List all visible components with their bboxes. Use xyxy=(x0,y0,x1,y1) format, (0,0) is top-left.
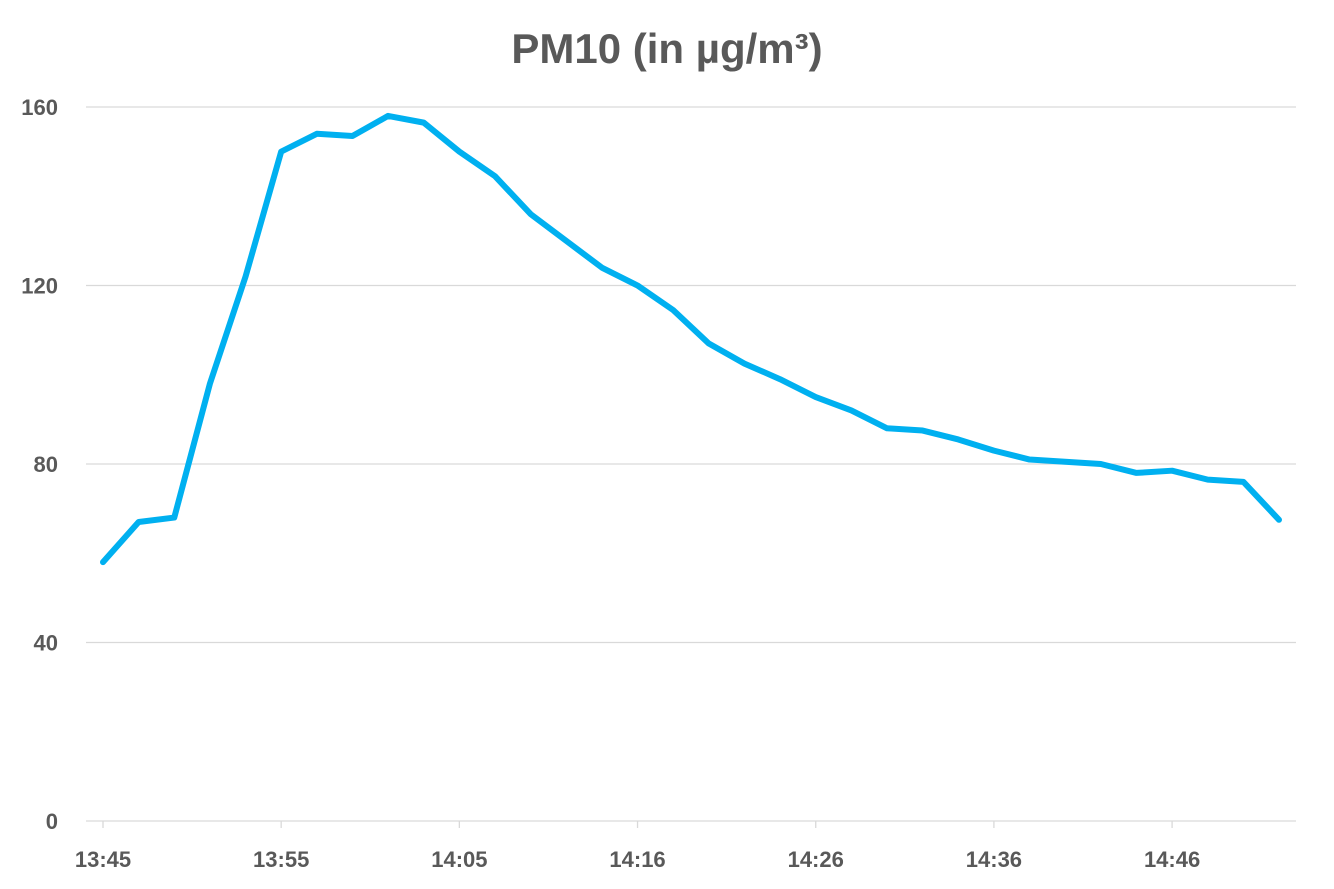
data-point xyxy=(848,407,854,413)
x-tick-label: 14:05 xyxy=(431,847,487,872)
data-point xyxy=(1098,461,1104,467)
x-tick-label: 13:45 xyxy=(75,847,131,872)
y-tick-label: 40 xyxy=(34,631,58,656)
data-point xyxy=(813,394,819,400)
data-point xyxy=(670,307,676,313)
data-point xyxy=(777,376,783,382)
y-tick-label: 80 xyxy=(34,452,58,477)
data-point xyxy=(243,274,249,280)
data-point xyxy=(563,238,569,244)
data-point xyxy=(1133,470,1139,476)
x-tick-label: 13:55 xyxy=(253,847,309,872)
x-tick-label: 14:16 xyxy=(609,847,665,872)
data-point xyxy=(920,428,926,434)
data-point xyxy=(278,149,284,155)
data-point xyxy=(528,211,534,217)
data-point xyxy=(1027,457,1033,463)
y-tick-label: 0 xyxy=(46,809,58,834)
data-point xyxy=(706,341,712,347)
data-point xyxy=(100,559,106,565)
y-axis-tick-labels: 0 40 80 120 160 xyxy=(21,95,58,834)
y-tick-label: 160 xyxy=(21,95,58,120)
data-point xyxy=(385,113,391,119)
data-point xyxy=(1062,459,1068,465)
data-point xyxy=(1276,517,1282,523)
x-tick-label: 14:26 xyxy=(788,847,844,872)
x-axis-tick-labels: 13:45 13:55 14:05 14:16 14:26 14:36 14:46 xyxy=(75,821,1200,872)
data-point xyxy=(492,173,498,179)
data-point xyxy=(136,519,142,525)
gridlines xyxy=(86,106,1296,822)
chart-title: PM10 (in µg/m³) xyxy=(511,25,822,72)
data-point xyxy=(349,133,355,139)
data-point xyxy=(207,381,213,387)
data-point xyxy=(1240,479,1246,485)
data-point xyxy=(314,131,320,137)
data-point xyxy=(456,149,462,155)
series-line xyxy=(100,112,1282,566)
data-point xyxy=(884,425,890,431)
data-point xyxy=(955,436,961,442)
data-point xyxy=(171,515,177,521)
data-point xyxy=(635,283,641,289)
data-point xyxy=(991,448,997,454)
data-point xyxy=(421,120,427,126)
data-point xyxy=(1169,468,1175,474)
series-group xyxy=(100,112,1282,566)
x-tick-label: 14:36 xyxy=(966,847,1022,872)
data-point xyxy=(1205,477,1211,483)
x-tick-label: 14:46 xyxy=(1144,847,1200,872)
data-point xyxy=(741,361,747,367)
y-tick-label: 120 xyxy=(21,274,58,299)
data-point xyxy=(599,265,605,271)
